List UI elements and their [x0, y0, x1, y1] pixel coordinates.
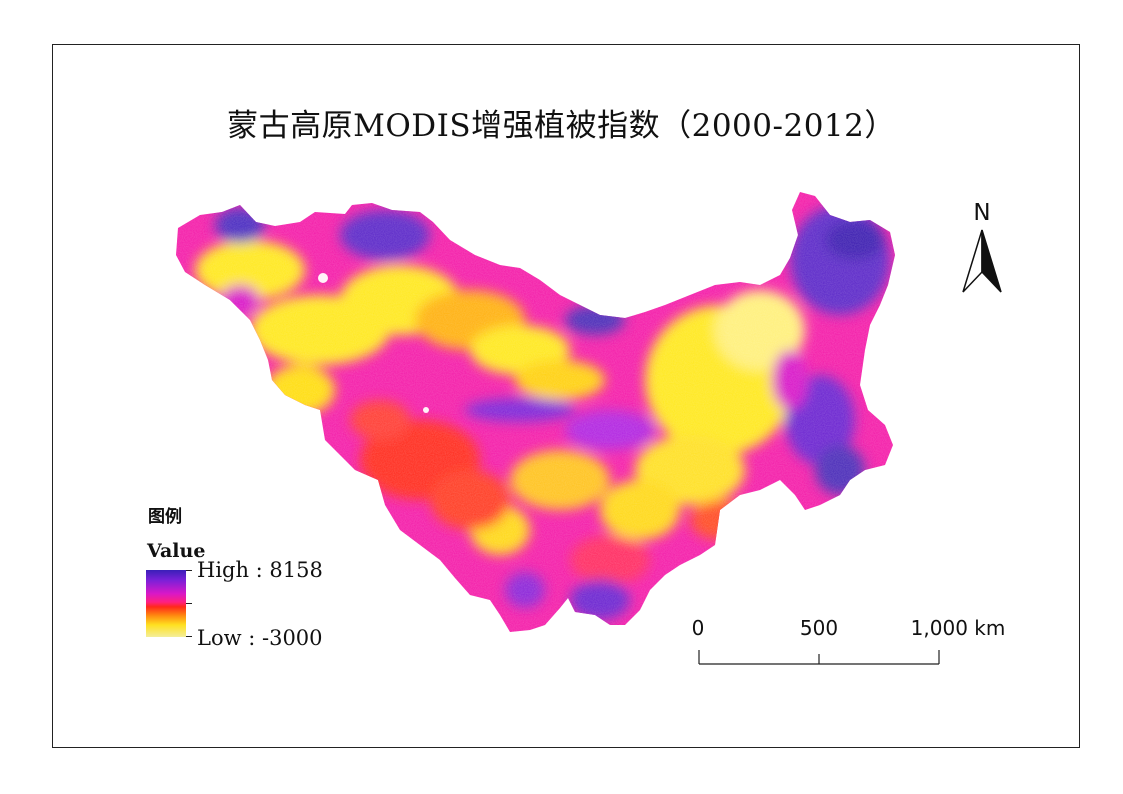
legend-title: 图例 [148, 507, 182, 527]
legend-tick-mid [186, 603, 192, 604]
scale-label-0: 0 [691, 616, 705, 640]
map-title: 蒙古高原MODIS增强植被指数（2000-2012） [227, 108, 896, 144]
legend-tick-high [186, 570, 192, 571]
scale-label-500: 500 [799, 616, 839, 640]
legend-field-name: Value [147, 540, 206, 562]
legend-high-label: High : 8158 [197, 558, 323, 582]
legend-low-label: Low : -3000 [197, 626, 323, 650]
north-arrow: N [955, 200, 1009, 300]
north-arrow-icon [962, 229, 1002, 293]
map-frame [52, 44, 1080, 748]
lake-spot [423, 407, 429, 413]
scale-bar: 0 500 1,000 km [690, 612, 1020, 672]
north-letter: N [973, 200, 991, 226]
legend-tick-low [186, 636, 192, 637]
legend-color-ramp [146, 570, 186, 637]
scale-bar-line [698, 650, 940, 665]
scale-label-1000: 1,000 km [910, 616, 1006, 640]
lake-spot [318, 273, 328, 283]
